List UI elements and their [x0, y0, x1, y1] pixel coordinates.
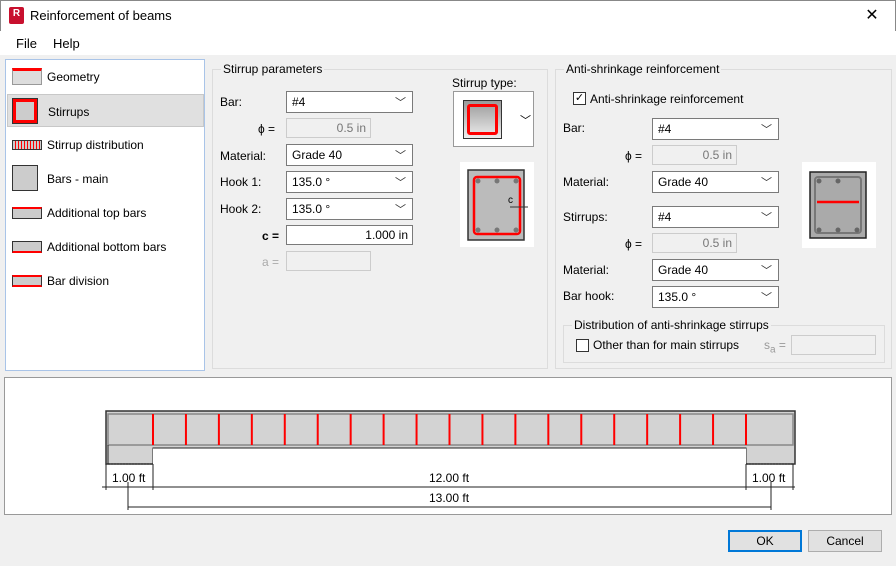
beam-drawing: [102, 410, 796, 510]
anti-shrinkage-preview: [802, 162, 876, 248]
anti-bar-label: Bar:: [563, 121, 586, 135]
group-title: Distribution of anti-shrinkage stirrups: [572, 318, 771, 332]
nav-list: Geometry Stirrups Stirrup distribution B…: [5, 59, 205, 371]
anti-material2-label: Material:: [563, 263, 610, 277]
hook1-select[interactable]: 135.0 ° ﹀: [286, 171, 413, 193]
other-than-main-label[interactable]: Other than for main stirrups: [593, 338, 740, 352]
anti-stirrups-label: Stirrups:: [563, 210, 608, 224]
sa-label: sa =: [764, 338, 786, 356]
total-dim: 13.00 ft: [429, 491, 470, 505]
stirrup-parameters-group: Stirrup parameters: [212, 62, 548, 369]
ok-button[interactable]: OK: [728, 530, 802, 552]
material-select[interactable]: Grade 40 ﹀: [286, 144, 413, 166]
nav-item-bars-main[interactable]: Bars - main: [7, 162, 204, 195]
chevron-down-icon: ﹀: [395, 150, 406, 162]
stirrups: [152, 414, 747, 445]
window-title: Reinforcement of beams: [30, 8, 172, 23]
nav-item-additional-bottom-bars[interactable]: Additional bottom bars: [7, 230, 204, 263]
bottom-bars-icon: [12, 241, 42, 253]
anti-hook-label: Bar hook:: [563, 289, 615, 303]
dimension-lines: [102, 464, 795, 510]
cancel-button[interactable]: Cancel: [808, 530, 882, 552]
chevron-down-icon: ﹀: [395, 204, 406, 216]
anti-shrinkage-check-label[interactable]: Anti-shrinkage reinforcement: [590, 92, 744, 106]
group-title: Stirrup parameters: [221, 62, 325, 76]
anti-bar-select[interactable]: #4 ﹀: [652, 118, 779, 140]
bar-label: Bar:: [220, 95, 243, 109]
a-label: a =: [262, 255, 280, 269]
menu-file[interactable]: File: [16, 36, 37, 51]
close-icon[interactable]: ✕: [865, 7, 879, 24]
hook2-label: Hook 2:: [220, 202, 262, 216]
distribution-group: Distribution of anti-shrinkage stirrups: [563, 318, 885, 363]
bars-main-icon: [12, 165, 38, 191]
phi-field: 0.5 in: [286, 118, 371, 138]
chevron-down-icon: ﹀: [761, 265, 772, 277]
span-dim: 12.00 ft: [429, 471, 470, 485]
chevron-down-icon: ﹀: [761, 212, 772, 224]
nav-item-geometry[interactable]: Geometry: [7, 60, 204, 93]
chevron-down-icon: ﹀: [761, 292, 772, 304]
chevron-down-icon: ﹀: [395, 177, 406, 189]
geometry-icon: [12, 68, 42, 85]
anti-material2-select[interactable]: Grade 40 ﹀: [652, 259, 779, 281]
closed-stirrup-icon: [463, 100, 502, 139]
section-drawing: [467, 169, 528, 241]
chevron-down-icon: ﹀: [761, 124, 772, 136]
app-icon: R: [9, 7, 24, 24]
hook2-select[interactable]: 135.0 ° ﹀: [286, 198, 413, 220]
menu-bar: [0, 31, 896, 55]
top-bars-icon: [12, 207, 42, 219]
anti-phi-label: ϕ =: [625, 149, 643, 163]
other-than-main-checkbox[interactable]: [576, 339, 589, 352]
anti-material-select[interactable]: Grade 40 ﹀: [652, 171, 779, 193]
material-label: Material:: [220, 149, 267, 163]
right-support-dim: 1.00 ft: [752, 471, 786, 485]
left-support-dim: 1.00 ft: [112, 471, 146, 485]
nav-item-stirrup-distribution[interactable]: Stirrup distribution: [7, 128, 204, 161]
menu-help[interactable]: Help: [53, 36, 80, 51]
chevron-down-icon: ﹀: [395, 97, 406, 109]
hook1-label: Hook 1:: [220, 175, 262, 189]
c-label: c =: [262, 229, 280, 243]
nav-item-additional-top-bars[interactable]: Additional top bars: [7, 196, 204, 229]
phi-label: ϕ =: [258, 122, 276, 136]
anti-material-label: Material:: [563, 175, 610, 189]
bar-division-icon: [12, 275, 42, 287]
stirrup-type-select[interactable]: ﹀: [453, 91, 534, 147]
group-title: Anti-shrinkage reinforcement: [564, 62, 722, 76]
anti-section-drawing: [809, 171, 867, 239]
stirrup-section-preview: c: [460, 162, 534, 247]
sa-field: [791, 335, 876, 355]
anti-phi-field: 0.5 in: [652, 145, 737, 165]
anti-shrinkage-group: Anti-shrinkage reinforcement: [555, 62, 892, 369]
stirrups-icon: [12, 98, 38, 124]
nav-item-bar-division[interactable]: Bar division: [7, 264, 204, 297]
anti-stirrups-select[interactable]: #4 ﹀: [652, 206, 779, 228]
chevron-down-icon: ﹀: [761, 177, 772, 189]
c-input[interactable]: 1.000 in: [286, 225, 413, 245]
anti-hook-select[interactable]: 135.0 ° ﹀: [652, 286, 779, 308]
beam-preview: 1.00 ft 12.00 ft 1.00 ft 13.00 ft: [4, 377, 892, 515]
title-bar: [0, 0, 896, 31]
beam-opening: [153, 448, 746, 466]
chevron-down-icon: ﹀: [520, 115, 531, 127]
bar-select[interactable]: #4 ﹀: [286, 91, 413, 113]
anti-shrinkage-checkbox[interactable]: ✓: [573, 92, 586, 105]
anti-phi2-field: 0.5 in: [652, 233, 737, 253]
c-mark: c: [508, 195, 513, 206]
a-field: [286, 251, 371, 271]
anti-phi2-label: ϕ =: [625, 237, 643, 251]
stirrup-distribution-icon: [12, 140, 42, 150]
stirrup-type-label: Stirrup type:: [452, 76, 517, 90]
nav-item-stirrups[interactable]: Stirrups: [7, 94, 204, 127]
